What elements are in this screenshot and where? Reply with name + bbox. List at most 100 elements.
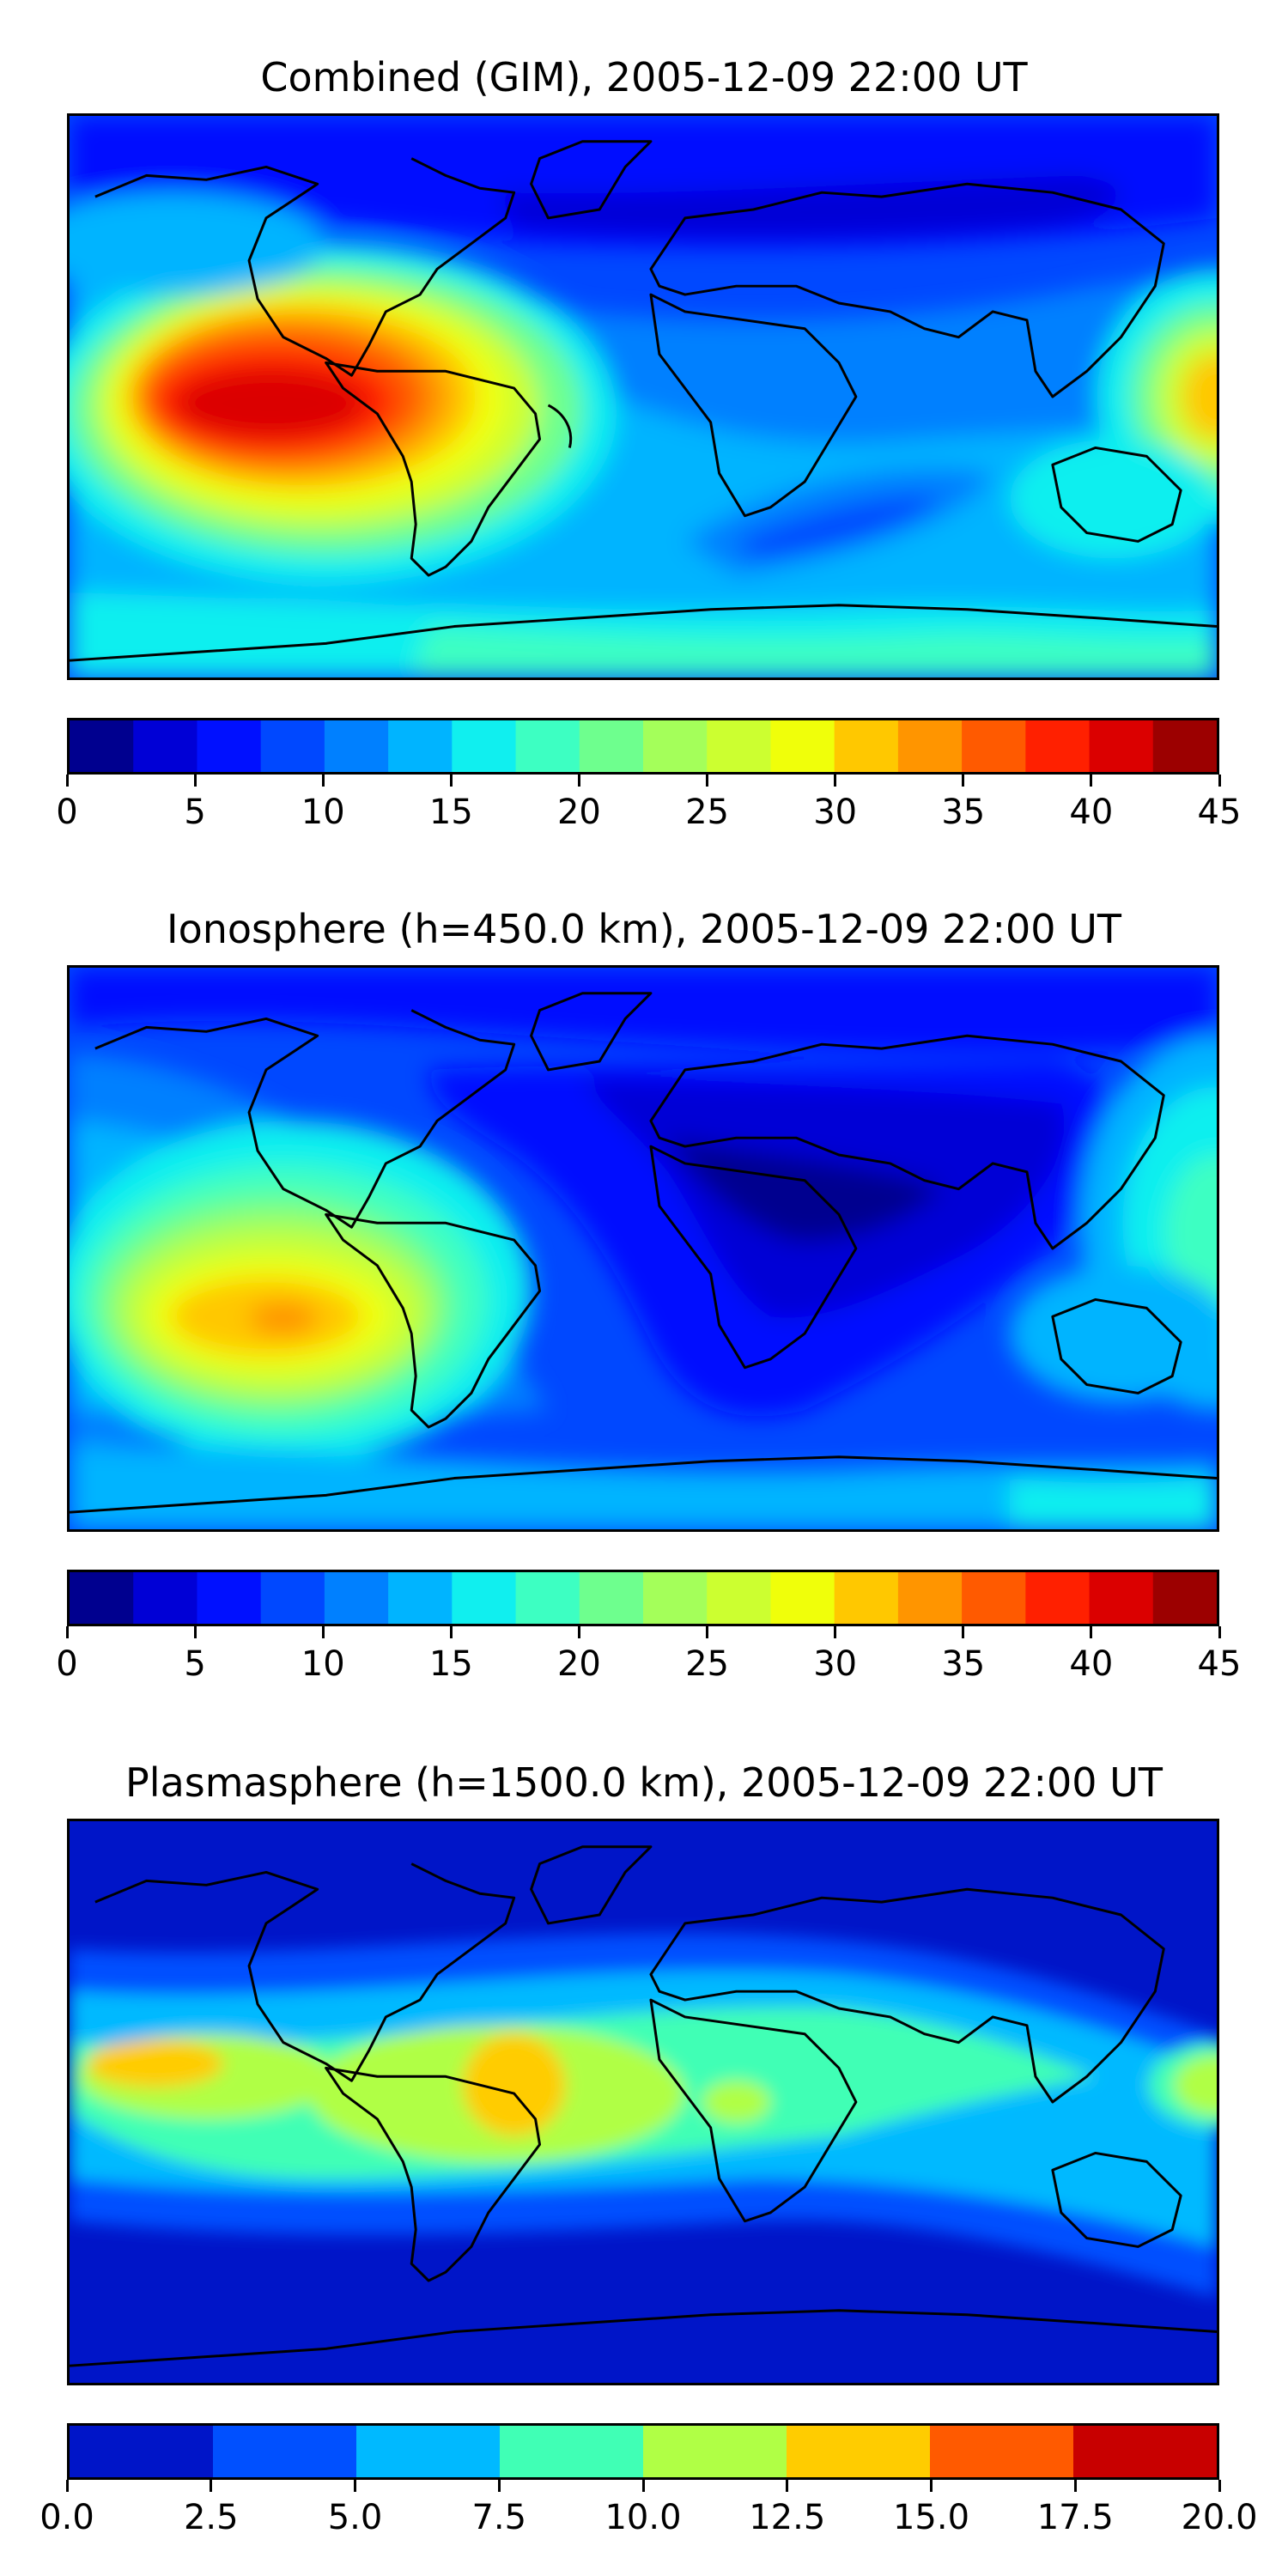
colorbar-combined xyxy=(67,718,1219,775)
colorbar-bin xyxy=(515,1572,580,1624)
plasmasphere-contour-field xyxy=(70,1821,1217,2383)
tick-mark xyxy=(641,2480,645,2492)
colorbar-plasmasphere xyxy=(67,2423,1219,2480)
colorbar-bin xyxy=(1089,720,1154,772)
colorbar-bin xyxy=(1025,1572,1091,1624)
colorbar-bin xyxy=(197,1572,262,1624)
colorbar-bin xyxy=(70,720,134,772)
tick-mark xyxy=(65,775,69,787)
tick-label: 0.0 xyxy=(39,2498,94,2537)
map-title-plasmasphere: Plasmasphere (h=1500.0 km), 2005-12-09 2… xyxy=(125,1759,1163,1806)
colorbar-bin xyxy=(515,720,580,772)
tick-mark xyxy=(1090,775,1093,787)
colorbar-bin xyxy=(388,720,453,772)
colorbar-bin xyxy=(324,1572,389,1624)
colorbar-bin xyxy=(579,1572,644,1624)
tick-label: 10 xyxy=(301,793,345,832)
colorbar-bin xyxy=(324,720,389,772)
tick-mark xyxy=(497,2480,501,2492)
tick-label: 25 xyxy=(685,1644,729,1684)
tick-label: 20.0 xyxy=(1181,2498,1258,2537)
colorbar-bin xyxy=(962,1572,1026,1624)
tick-mark xyxy=(354,2480,356,2492)
tick-mark xyxy=(834,775,837,787)
colorbar-bin xyxy=(643,1572,708,1624)
tick-label: 40 xyxy=(1069,1644,1114,1684)
colorbar-bin xyxy=(452,720,517,772)
tick-mark xyxy=(1073,2480,1077,2492)
colorbar-bin xyxy=(197,720,262,772)
colorbar-bin xyxy=(213,2426,357,2477)
ionosphere-contour-field xyxy=(70,968,1217,1529)
tick-mark xyxy=(577,1626,580,1638)
coastlines xyxy=(70,140,1217,662)
colorbar-bin xyxy=(834,1572,899,1624)
tick-mark xyxy=(321,775,325,787)
colorbar-bin xyxy=(388,1572,453,1624)
colorbar-ionosphere xyxy=(67,1570,1219,1626)
tick-mark xyxy=(321,1626,325,1638)
colorbar-plasmasphere-ticks: 0.0 2.5 5.0 7.5 10.0 12.5 15.0 17.5 20.0 xyxy=(39,2480,1258,2549)
tick-mark xyxy=(65,1626,69,1638)
colorbar-bin xyxy=(70,1572,134,1624)
tick-mark xyxy=(193,775,197,787)
tick-mark xyxy=(65,2480,69,2492)
colorbar-bin xyxy=(897,720,963,772)
colorbar-bin xyxy=(770,1572,835,1624)
tick-label: 25 xyxy=(685,793,729,832)
tick-mark xyxy=(786,2480,789,2492)
colorbar-bin xyxy=(770,720,835,772)
colorbar-bin xyxy=(1152,1572,1217,1624)
tick-mark xyxy=(706,775,709,787)
colorbar-bin xyxy=(1073,2426,1217,2477)
map-title-combined: Combined (GIM), 2005-12-09 22:00 UT xyxy=(260,54,1028,100)
tick-mark xyxy=(706,1626,709,1638)
colorbar-bin xyxy=(70,2426,214,2477)
tick-label: 45 xyxy=(1197,1644,1242,1684)
tick-mark xyxy=(962,1626,965,1638)
colorbar-ionosphere-ticks: 0 5 10 15 20 25 30 35 40 45 xyxy=(56,1626,1241,1695)
colorbar-bin xyxy=(452,1572,517,1624)
colorbar-bin xyxy=(356,2426,501,2477)
colorbar-bin xyxy=(500,2426,644,2477)
tick-mark xyxy=(834,1626,837,1638)
colorbar-bin xyxy=(643,2426,787,2477)
tick-label: 10.0 xyxy=(605,2498,682,2537)
tick-label: 2.5 xyxy=(183,2498,239,2537)
tick-label: 12.5 xyxy=(749,2498,826,2537)
tick-mark xyxy=(193,1626,197,1638)
tick-label: 15.0 xyxy=(892,2498,970,2537)
tick-label: 5 xyxy=(184,793,206,832)
tick-label: 0 xyxy=(56,793,78,832)
tick-mark xyxy=(962,775,965,787)
map-combined-tec xyxy=(67,113,1219,680)
tick-mark xyxy=(449,1626,453,1638)
tick-label: 20 xyxy=(556,1644,601,1684)
colorbar-bin xyxy=(787,2426,931,2477)
tick-label: 15 xyxy=(428,1644,473,1684)
coastlines xyxy=(70,1845,1217,2367)
colorbar-bin xyxy=(962,720,1026,772)
colorbar-bin xyxy=(1089,1572,1154,1624)
tick-mark xyxy=(1218,775,1221,787)
tick-label: 45 xyxy=(1197,793,1242,832)
colorbar-bin xyxy=(579,720,644,772)
tick-label: 30 xyxy=(813,1644,858,1684)
tick-mark xyxy=(449,775,453,787)
colorbar-bin xyxy=(707,1572,772,1624)
colorbar-bin xyxy=(930,2426,1074,2477)
colorbar-bin xyxy=(707,720,772,772)
tick-label: 35 xyxy=(941,793,986,832)
tick-label: 40 xyxy=(1069,793,1114,832)
tick-label: 5.0 xyxy=(327,2498,383,2537)
map-plasmasphere-tec xyxy=(67,1819,1219,2385)
tick-mark xyxy=(1218,2480,1221,2492)
colorbar-bin xyxy=(133,1572,198,1624)
colorbar-bin xyxy=(1025,720,1091,772)
combined-contour-field xyxy=(70,116,1217,677)
tick-label: 17.5 xyxy=(1036,2498,1114,2537)
tick-label: 7.5 xyxy=(471,2498,527,2537)
tick-label: 15 xyxy=(428,793,473,832)
tick-mark xyxy=(1090,1626,1093,1638)
colorbar-bin xyxy=(260,1572,325,1624)
